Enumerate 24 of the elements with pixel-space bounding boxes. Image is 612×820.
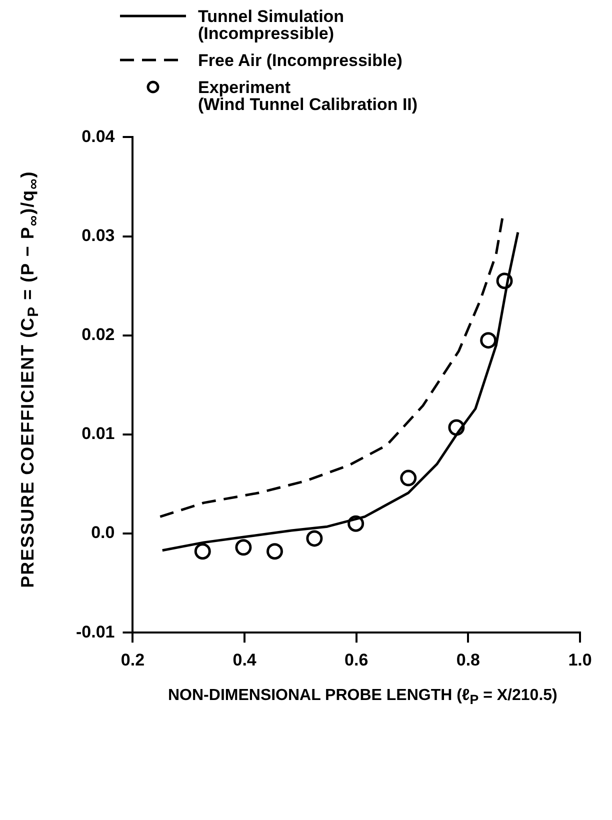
y-tick-label: 0.04 <box>82 126 116 146</box>
point <box>266 543 283 560</box>
legend-label: Experiment (Wind Tunnel Calibration II) <box>198 78 418 114</box>
x-tick-label: 0.2 <box>120 650 145 670</box>
y-tick-label: 0.02 <box>82 325 115 344</box>
point <box>306 530 323 547</box>
x-axis-title: NON-DIMENSIONAL PROBE LENGTH (ℓ$_{P}$ = X/210.5) <box>168 687 558 708</box>
x-tick-label: 1.0 <box>568 650 592 670</box>
x-tick-label: 0.6 <box>344 650 368 670</box>
y-tick-label: 0.0 <box>91 523 115 542</box>
point <box>480 332 497 349</box>
point <box>400 470 417 486</box>
point <box>348 515 364 532</box>
y-tick-label: 0.01 <box>82 424 115 444</box>
legend-label: Tunnel Simulation (Incompressible) <box>198 7 344 43</box>
x-tick-label: 0.4 <box>232 650 257 670</box>
point <box>496 272 513 290</box>
point <box>194 543 211 560</box>
legend-label: Free Air (Incompressible) <box>198 51 402 70</box>
x-tick-label: 0.8 <box>456 650 480 670</box>
point <box>235 539 252 556</box>
y-tick-label: 0.03 <box>82 226 115 245</box>
y-tick-label: -0.01 <box>76 622 115 642</box>
point <box>448 419 465 436</box>
